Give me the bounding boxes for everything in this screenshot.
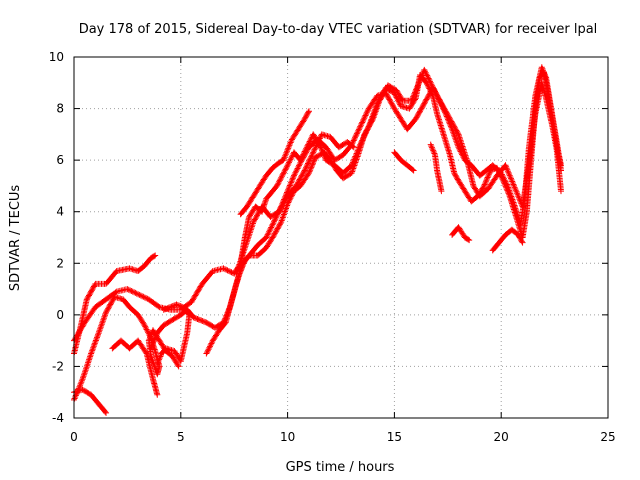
series-track-14	[427, 141, 445, 195]
series-track-10	[237, 108, 312, 218]
y-axis-label: SDTVAR / TECUs	[8, 185, 23, 292]
x-tick-label: 15	[387, 430, 402, 444]
series-markers	[109, 337, 161, 398]
series-track-7	[154, 301, 193, 367]
chart-title: Day 178 of 2015, Sidereal Day-to-day VTE…	[79, 22, 598, 37]
x-tick-label: 20	[494, 430, 509, 444]
y-tick-label: 6	[56, 153, 64, 167]
grid-lines	[74, 57, 608, 418]
series-markers	[391, 149, 417, 174]
x-tick-label: 25	[600, 430, 615, 444]
series-track-5	[109, 337, 161, 398]
x-tick-label: 0	[70, 430, 78, 444]
series-markers	[233, 131, 357, 277]
series-track-13	[489, 226, 526, 254]
series-track-12	[449, 224, 473, 244]
series-track-11	[391, 149, 417, 174]
y-tick-label: 8	[56, 102, 64, 116]
series-markers	[154, 301, 193, 367]
axis-ticks: 0 5 10 15 20 25 -4 -2 0 2 4 6 8 10	[49, 50, 616, 444]
x-axis-label: GPS time / hours	[286, 460, 395, 475]
x-tick-label: 5	[177, 430, 185, 444]
y-tick-label: 0	[56, 308, 64, 322]
y-tick-label: 2	[56, 256, 64, 270]
series-markers	[489, 226, 526, 254]
series-markers	[449, 224, 473, 244]
series-track-9	[233, 131, 357, 277]
y-tick-label: 10	[49, 50, 64, 64]
series-markers	[203, 79, 565, 357]
series-markers	[427, 141, 445, 195]
series-track-8	[203, 79, 565, 357]
series-markers	[237, 108, 312, 218]
x-tick-label: 10	[280, 430, 295, 444]
y-tick-label: 4	[56, 205, 64, 219]
y-tick-label: -2	[52, 359, 64, 373]
plot-frame	[73, 56, 609, 419]
y-tick-label: -4	[52, 411, 64, 425]
